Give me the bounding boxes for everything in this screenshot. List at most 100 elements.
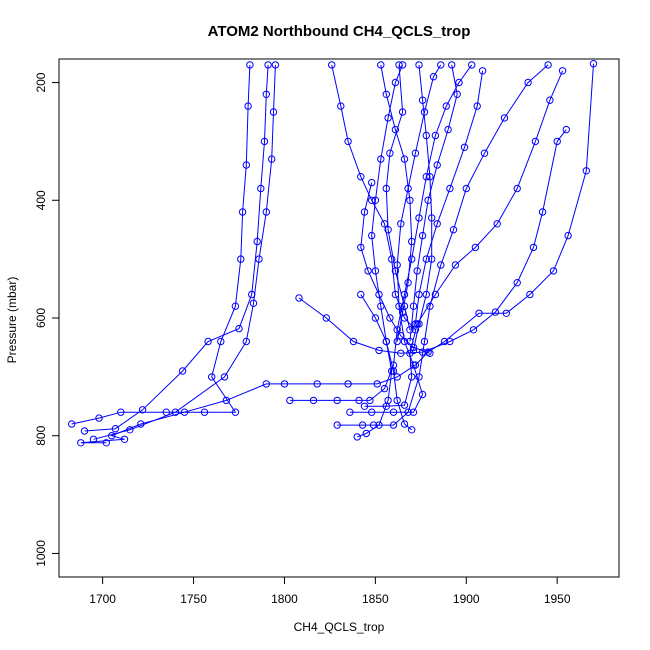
data-point	[368, 196, 376, 205]
data-point	[384, 114, 392, 122]
data-point	[415, 290, 423, 299]
data-point	[424, 196, 432, 205]
data-point	[415, 373, 423, 381]
data-point	[448, 61, 456, 69]
data-point	[444, 125, 452, 134]
data-point	[249, 299, 258, 307]
data-point	[344, 380, 352, 388]
data-point	[409, 346, 418, 355]
data-point	[408, 237, 416, 246]
data-point	[406, 196, 414, 205]
data-point	[138, 406, 147, 414]
data-point	[328, 61, 336, 69]
x-tick-label: 1900	[453, 592, 480, 606]
data-point	[246, 61, 254, 69]
data-point	[422, 255, 430, 263]
series-15	[409, 61, 436, 355]
series-12	[357, 178, 434, 357]
data-point	[262, 208, 270, 216]
data-point	[413, 267, 421, 275]
data-point	[120, 435, 129, 443]
data-point	[558, 67, 567, 75]
data-point	[357, 173, 365, 181]
plot-area	[68, 60, 598, 447]
data-point	[80, 427, 89, 435]
series-line	[360, 182, 431, 354]
data-point	[360, 208, 369, 216]
series-line	[289, 64, 473, 401]
data-point	[337, 102, 345, 110]
data-point	[589, 60, 598, 68]
series-14	[377, 61, 416, 346]
data-point	[358, 421, 367, 429]
y-tick-label: 200	[34, 72, 48, 92]
data-point	[360, 402, 369, 410]
data-point	[368, 408, 376, 416]
data-point	[502, 309, 510, 317]
data-point	[513, 279, 521, 287]
data-point	[418, 390, 427, 399]
data-point	[322, 314, 330, 322]
data-point	[204, 337, 212, 346]
data-point	[462, 184, 470, 193]
data-point	[309, 396, 318, 405]
data-point	[384, 226, 392, 234]
data-point	[262, 90, 270, 99]
data-point	[126, 426, 134, 434]
data-point	[391, 125, 400, 134]
data-point	[471, 243, 480, 252]
series-line	[360, 294, 413, 431]
series-line	[337, 64, 549, 426]
y-tick-label: 800	[34, 425, 48, 445]
data-point	[346, 408, 354, 416]
data-point	[493, 220, 501, 228]
data-point	[171, 408, 180, 416]
data-point	[469, 326, 478, 334]
data-point	[178, 367, 187, 375]
data-point	[433, 220, 441, 228]
y-tick-label: 400	[34, 190, 48, 210]
data-point	[333, 396, 341, 405]
data-point	[446, 184, 454, 193]
data-point	[237, 255, 245, 263]
data-point	[357, 290, 365, 299]
series-2	[68, 61, 254, 428]
data-point	[253, 237, 261, 246]
data-point	[389, 421, 398, 429]
data-point	[460, 143, 469, 152]
data-point	[244, 102, 252, 110]
data-point	[268, 155, 276, 163]
data-point	[220, 373, 229, 381]
data-point	[529, 243, 538, 252]
data-point	[222, 396, 231, 405]
data-point	[333, 421, 341, 429]
data-point	[431, 290, 440, 299]
data-point	[217, 337, 225, 346]
data-point	[269, 108, 278, 116]
data-point	[353, 433, 361, 441]
data-point	[371, 267, 380, 275]
data-point	[400, 302, 409, 310]
x-axis-label: CH4_QCLS_trop	[294, 620, 385, 634]
data-point	[513, 184, 521, 193]
data-point	[95, 414, 103, 422]
data-point	[440, 337, 449, 346]
data-point	[409, 302, 418, 310]
data-point	[373, 380, 381, 388]
x-tick-label: 1750	[180, 592, 207, 606]
data-point	[391, 267, 400, 275]
data-point	[398, 108, 407, 116]
data-point	[480, 149, 489, 157]
data-point	[418, 231, 427, 240]
data-point	[424, 348, 432, 356]
data-point	[418, 96, 427, 104]
data-point	[453, 90, 461, 99]
data-point	[400, 155, 409, 163]
data-point	[362, 429, 370, 438]
data-point	[549, 267, 558, 275]
data-point	[544, 61, 552, 69]
x-axis: 1700 1750 1800 1850 1900 1950	[89, 577, 571, 606]
x-tick-label: 1800	[271, 592, 298, 606]
data-point	[264, 61, 272, 69]
data-point	[238, 208, 247, 216]
